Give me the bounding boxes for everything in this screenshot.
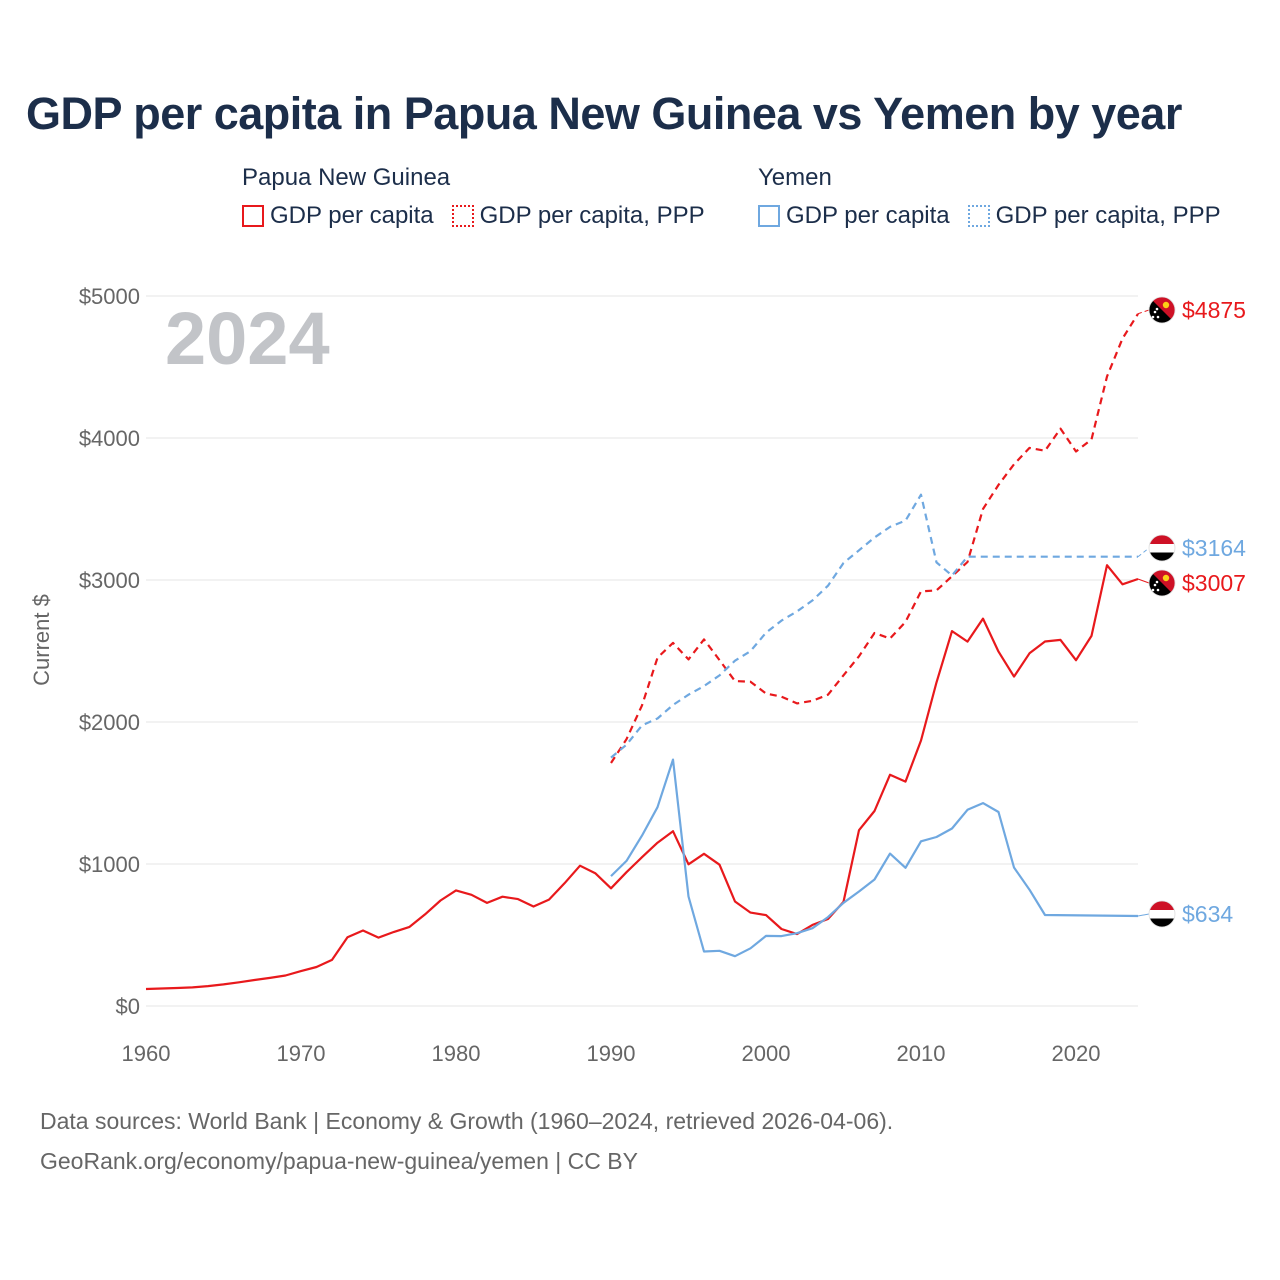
flag-yemen-black: [1149, 918, 1175, 927]
swatch-solid-icon: [758, 205, 780, 227]
flag-png-bird: [1162, 574, 1170, 582]
flag-yemen-red: [1149, 535, 1175, 544]
series-line-yemen_gdp: [610, 758, 1139, 958]
flag-yemen-red: [1149, 901, 1175, 910]
series-line-yemen_ppp: [610, 493, 1138, 759]
footer-sources: Data sources: World Bank | Economy & Gro…: [40, 1108, 894, 1134]
y-tick-label: $2000: [79, 710, 140, 735]
leader-line: [1137, 913, 1150, 917]
end-value-label: $4875: [1182, 297, 1246, 323]
legend-yemen-ppp-label: GDP per capita, PPP: [995, 202, 1221, 229]
flag-border: [1148, 296, 1176, 324]
flag-border: [1148, 569, 1176, 597]
flag-png-star: [1155, 307, 1159, 311]
flag-png-star: [1155, 580, 1159, 584]
legend-png: Papua New Guinea GDP per capita GDP per …: [242, 160, 723, 230]
legend-yemen-ppp[interactable]: GDP per capita, PPP: [967, 202, 1221, 230]
flag-yemen-white: [1149, 910, 1175, 919]
swatch-dotted-icon: [967, 205, 990, 227]
legend-png-ppp-label: GDP per capita, PPP: [479, 202, 705, 229]
y-tick-label: $0: [116, 994, 140, 1019]
legend-yemen-gdp-label: GDP per capita: [786, 202, 950, 229]
series-line-png_gdp: [145, 564, 1139, 991]
flag-body: [1149, 901, 1175, 927]
legend-png-gdp[interactable]: GDP per capita: [242, 202, 434, 230]
y-tick-label: $4000: [79, 426, 140, 451]
flag-png-star: [1156, 315, 1160, 319]
series-line-png_ppp: [610, 313, 1139, 764]
flag-png-bird: [1162, 301, 1170, 309]
png-flag-icon: [1148, 296, 1176, 324]
swatch-dotted-icon: [451, 205, 474, 227]
y-tick-label: $1000: [79, 852, 140, 877]
flag-border: [1148, 534, 1176, 562]
end-value-label: $3007: [1182, 570, 1246, 596]
x-tick-label: 1970: [277, 1041, 326, 1066]
leader-line: [1137, 578, 1150, 584]
yemen-flag-icon: [1148, 900, 1176, 928]
flag-body: [1149, 297, 1175, 323]
flag-body: [1149, 570, 1175, 596]
png-flag-icon: [1148, 569, 1176, 597]
x-tick-label: 1960: [122, 1041, 171, 1066]
flag-border: [1148, 900, 1176, 928]
x-tick-label: 2020: [1052, 1041, 1101, 1066]
legend-png-gdp-label: GDP per capita: [270, 202, 434, 229]
flag-png-star: [1151, 588, 1155, 592]
legend-yemen: Yemen GDP per capita GDP per capita, PPP: [758, 160, 1239, 230]
leader-line: [1137, 309, 1150, 315]
flag-png-star: [1153, 583, 1157, 587]
yemen-flag-icon: [1148, 534, 1176, 562]
x-tick-label: 2000: [742, 1041, 791, 1066]
y-tick-label: $5000: [79, 284, 140, 309]
swatch-solid-icon: [242, 205, 264, 227]
x-tick-label: 1990: [587, 1041, 636, 1066]
flag-png-star: [1156, 588, 1160, 592]
legend-png-ppp[interactable]: GDP per capita, PPP: [451, 202, 705, 230]
chart-title: GDP per capita in Papua New Guinea vs Ye…: [26, 88, 1182, 139]
x-tick-label: 1980: [432, 1041, 481, 1066]
legend-yemen-gdp[interactable]: GDP per capita: [758, 202, 950, 230]
legend-country-yemen: Yemen: [758, 164, 832, 191]
flag-body: [1149, 535, 1175, 561]
flag-png-star: [1151, 315, 1155, 319]
end-value-label: $3164: [1182, 535, 1246, 561]
x-tick-label: 2010: [897, 1041, 946, 1066]
end-value-label: $634: [1182, 901, 1233, 927]
flag-yemen-white: [1149, 544, 1175, 553]
year-display: 2024: [165, 297, 330, 380]
y-tick-label: $3000: [79, 568, 140, 593]
leader-line: [1137, 547, 1150, 558]
legend-country-png: Papua New Guinea: [242, 164, 451, 191]
flag-png-star: [1153, 310, 1157, 314]
flag-yemen-black: [1149, 552, 1175, 561]
footer-url: GeoRank.org/economy/papua-new-guinea/yem…: [40, 1148, 638, 1174]
